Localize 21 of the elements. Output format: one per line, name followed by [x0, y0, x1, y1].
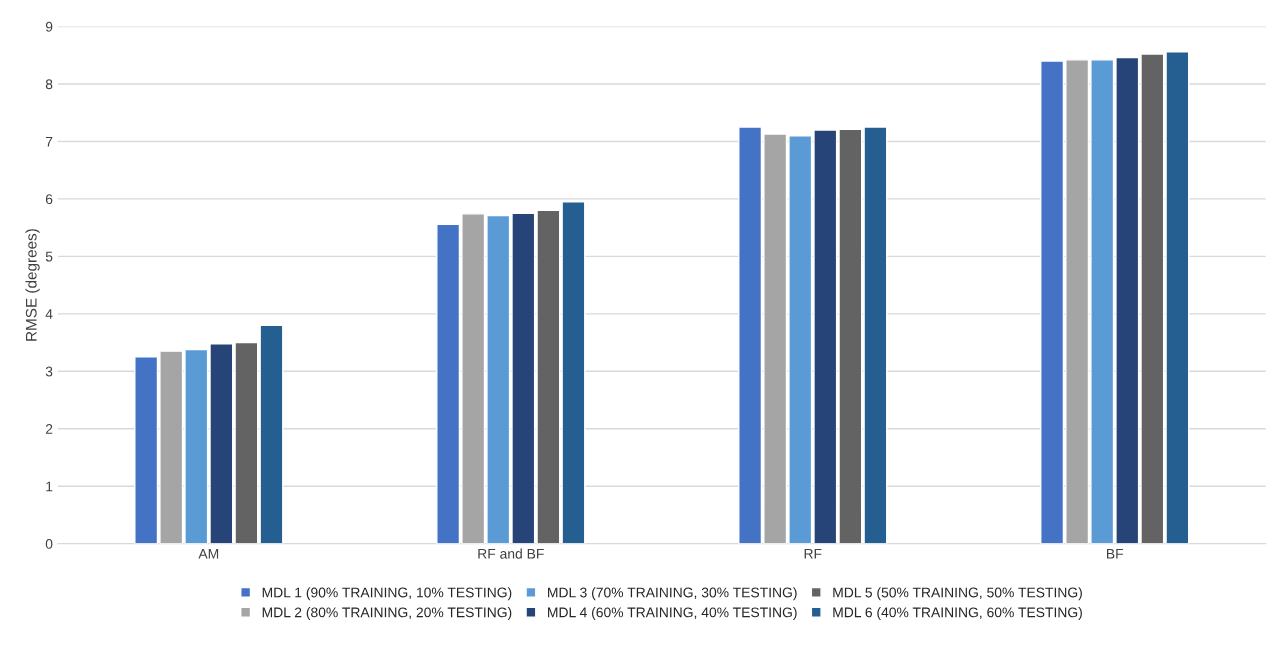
legend-label: MDL 6 (40% TRAINING, 60% TESTING) [833, 607, 1082, 621]
y-tick-label: 1 [46, 481, 53, 492]
legend-label: MDL 4 (60% TRAINING, 40% TESTING) [548, 607, 797, 621]
legend-label: MDL 5 (50% TRAINING, 50% TESTING) [833, 587, 1082, 601]
y-tick-label: 6 [45, 194, 53, 205]
x-tick-label: RF and BF [478, 548, 544, 559]
y-tick-label: 2 [45, 424, 53, 434]
legend-label: MDL 1 (90% TRAINING, 10% TESTING) [262, 587, 512, 601]
legend-label: MDL 3 (70% TRAINING, 30% TESTING) [548, 587, 797, 601]
y-tick-label: 8 [45, 79, 53, 90]
y-tick-label: 5 [45, 251, 53, 262]
y-axis-title: RMSE (degrees) [25, 229, 40, 341]
legend-label: MDL 2 (80% TRAINING, 20% TESTING) [262, 607, 512, 621]
y-tick-label: 4 [45, 309, 53, 319]
x-tick-label: BF [1107, 549, 1124, 559]
x-tick-label: AM [198, 549, 219, 559]
y-tick-label: 7 [45, 136, 53, 147]
x-tick-label: RF [804, 549, 822, 559]
y-tick-label: 0 [45, 538, 53, 549]
y-tick-label: 3 [45, 366, 53, 377]
y-tick-label: 9 [45, 21, 53, 32]
